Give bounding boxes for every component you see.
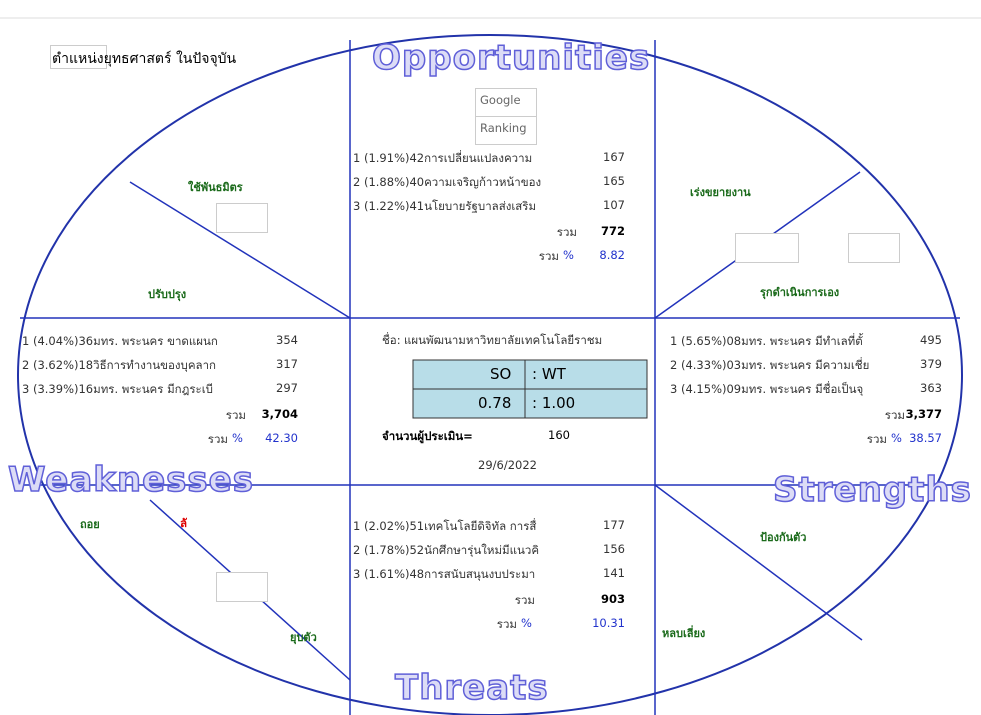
date: 29/6/2022 <box>478 458 537 472</box>
ratio-label: : WT <box>532 365 566 383</box>
strategy: ยุบตัว <box>290 628 317 646</box>
item-score: 141 <box>585 566 625 580</box>
percent-label: รวม <box>186 431 228 449</box>
total-label: รวม <box>186 407 246 425</box>
ratio-label: SO <box>490 365 511 383</box>
percent: 42.30 <box>248 431 298 445</box>
item-text: 2 (1.88%)40ความเจริญก้าวหน้าของ <box>353 174 588 192</box>
page: ตำแหน่งยุทธศาสตร์ ในปัจจุบัน Opportuniti… <box>0 0 981 715</box>
percent: 10.31 <box>575 616 625 630</box>
item-text: 1 (1.91%)42การเปลี่ยนแปลงความ <box>353 150 588 168</box>
strategy: หลบเลี่ยง <box>662 624 705 642</box>
item-text: 2 (3.62%)18วิธีการทำงานของบุคลาก <box>22 357 262 375</box>
item-text: 3 (3.39%)16มทร. พระนคร มีกฎระเบี <box>22 381 262 399</box>
item-text: 3 (1.22%)41นโยบายรัฐบาลส่งเสริม <box>353 198 588 216</box>
strategy: ปรับปรุง <box>148 285 186 303</box>
item-text: 3 (1.61%)48การสนับสนุนงบประมา <box>353 566 588 584</box>
item-score: 107 <box>585 198 625 212</box>
title: Opportunities <box>372 38 650 78</box>
header-text: Google <box>480 93 521 107</box>
plan-name: แผนพัฒนามหาวิทยาลัยเทคโนโลยีราชม <box>404 332 650 350</box>
item-score: 354 <box>258 333 298 347</box>
strategy: ถอย <box>80 515 100 533</box>
position-label: ตำแหน่งยุทธศาสตร์ ในปัจจุบัน <box>52 48 236 70</box>
percent-sign: % <box>521 616 532 630</box>
header-text: Ranking <box>480 121 527 135</box>
raters: 160 <box>548 428 570 442</box>
total: 3,377 <box>892 407 942 421</box>
name-label: ชื่อ: <box>382 332 401 350</box>
item-text: 2 (1.78%)52นักศึกษารุ่นใหม่มีแนวคิ <box>353 542 588 560</box>
percent: 8.82 <box>575 248 625 262</box>
ratio-value: : 1.00 <box>532 394 575 412</box>
item-score: 379 <box>902 357 942 371</box>
item-score: 297 <box>258 381 298 395</box>
percent-label: รวม <box>850 431 887 449</box>
total-label: รวม <box>537 224 577 242</box>
total: 903 <box>575 592 625 606</box>
item-text: 3 (4.15%)09มทร. พระนคร มีชื่อเป็นจุ <box>670 381 908 399</box>
ratio-value: 0.78 <box>478 394 511 412</box>
strategy: รุกดำเนินการเอง <box>760 283 839 301</box>
total: 772 <box>575 224 625 238</box>
item-text: 1 (2.02%)51เทคโนโลยีดิจิทัล การสื่ <box>353 518 588 536</box>
title: Strengths <box>773 470 972 510</box>
title: Weaknesses <box>8 460 254 500</box>
strategy: ใช้พันธมิตร <box>188 178 243 196</box>
strategy: ลั <box>180 515 187 533</box>
item-score: 317 <box>258 357 298 371</box>
item-score: 167 <box>585 150 625 164</box>
title: Threats <box>395 668 549 708</box>
item-score: 495 <box>902 333 942 347</box>
strategy: เร่งขยายงาน <box>690 183 751 201</box>
total: 3,704 <box>248 407 298 421</box>
item-text: 1 (5.65%)08มทร. พระนคร มีทำเลที่ตั้ <box>670 333 908 351</box>
percent-sign: % <box>232 431 243 445</box>
percent-sign: % <box>563 248 574 262</box>
item-score: 363 <box>902 381 942 395</box>
percent: 38.57 <box>892 431 942 445</box>
raters-label: จำนวนผู้ประเมิน= <box>382 428 473 446</box>
percent-label: รวม <box>537 248 559 266</box>
item-score: 156 <box>585 542 625 556</box>
item-text: 2 (4.33%)03มทร. พระนคร มีความเชี่ย <box>670 357 908 375</box>
item-score: 165 <box>585 174 625 188</box>
item-text: 1 (4.04%)36มทร. พระนคร ขาดแผนก <box>22 333 262 351</box>
total-label: รวม <box>475 592 535 610</box>
item-score: 177 <box>585 518 625 532</box>
strategy: ป้องกันตัว <box>760 528 806 546</box>
percent-label: รวม <box>475 616 517 634</box>
